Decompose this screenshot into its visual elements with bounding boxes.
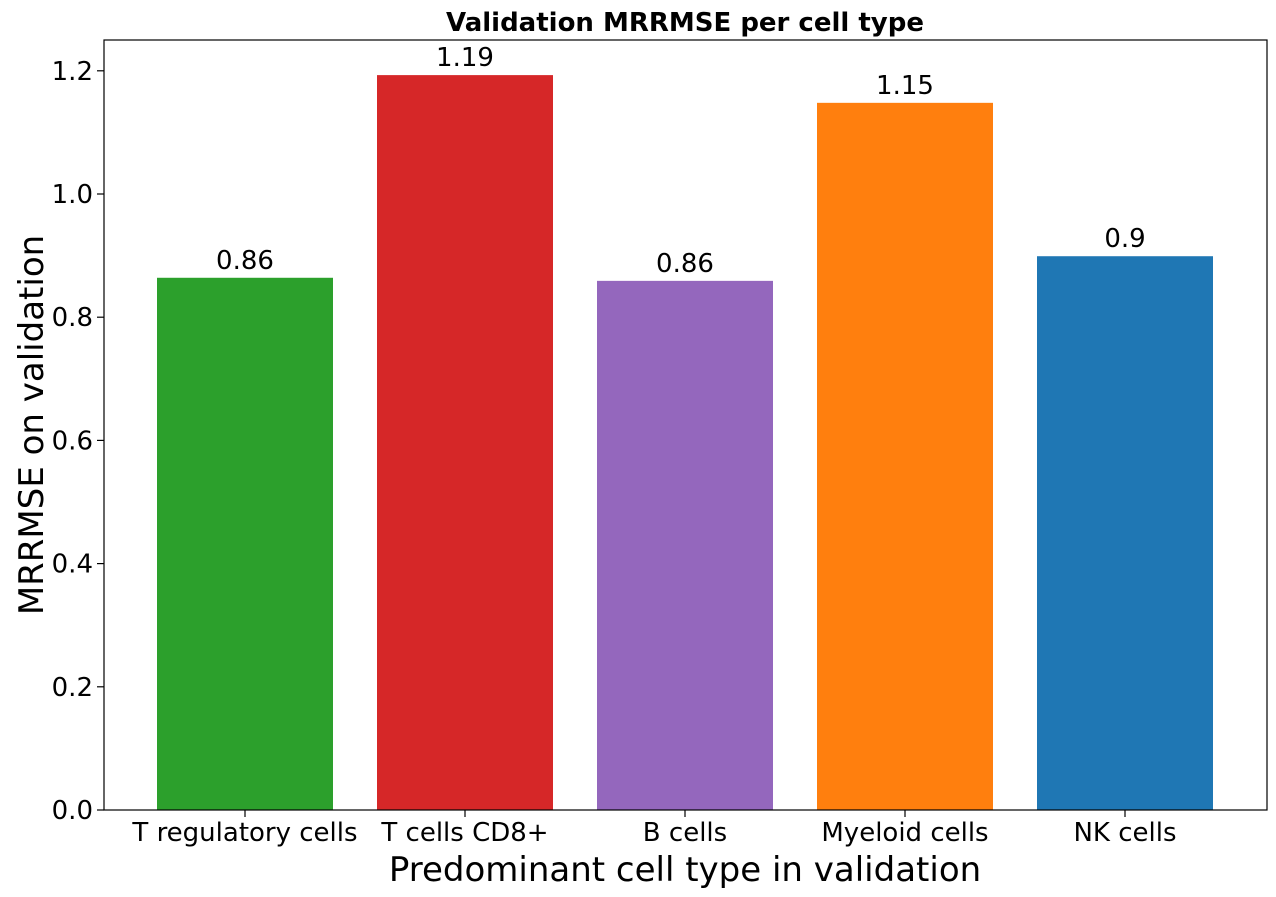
data-label-nk-cells: 0.9 xyxy=(1104,224,1145,254)
y-tick-label: 0.8 xyxy=(52,303,93,333)
bar-myeloid-cells xyxy=(817,102,993,810)
data-label-t-cells-cd8: 1.19 xyxy=(436,43,494,73)
y-tick-label: 0.6 xyxy=(52,426,93,456)
y-tick-label: 0.0 xyxy=(52,796,93,826)
data-label-myeloid-cells: 1.15 xyxy=(876,71,934,101)
y-axis-label: MRRMSE on validation xyxy=(12,235,52,615)
y-tick-label: 0.2 xyxy=(52,673,93,703)
x-axis-label: Predominant cell type in validation xyxy=(389,850,981,890)
bars-group xyxy=(157,75,1213,811)
data-label-b-cells: 0.86 xyxy=(656,249,714,279)
chart-title: Validation MRRMSE per cell type xyxy=(446,8,924,38)
y-tick-label: 1.0 xyxy=(52,180,93,210)
x-tick-label-b-cells: B cells xyxy=(643,818,727,848)
bar-t-cells-cd8 xyxy=(377,75,553,810)
bar-t-regulatory-cells xyxy=(157,277,333,810)
x-tick-label-myeloid-cells: Myeloid cells xyxy=(821,818,988,848)
bar-nk-cells xyxy=(1037,256,1213,810)
x-tick-label-nk-cells: NK cells xyxy=(1073,818,1176,848)
data-label-t-regulatory-cells: 0.86 xyxy=(216,246,274,276)
y-tick-label: 0.4 xyxy=(52,550,93,580)
y-tick-label: 1.2 xyxy=(52,57,93,87)
data-labels-group: 0.86 1.19 0.86 1.15 0.9 xyxy=(216,43,1146,279)
x-tick-label-t-regulatory-cells: T regulatory cells xyxy=(131,818,357,848)
y-axis-ticks: 0.0 0.2 0.4 0.6 0.8 1.0 1.2 xyxy=(52,57,104,826)
bar-b-cells xyxy=(597,280,773,811)
x-tick-label-t-cells-cd8: T cells CD8+ xyxy=(380,818,548,848)
x-axis-ticks: T regulatory cells T cells CD8+ B cells Mye… xyxy=(131,810,1177,848)
